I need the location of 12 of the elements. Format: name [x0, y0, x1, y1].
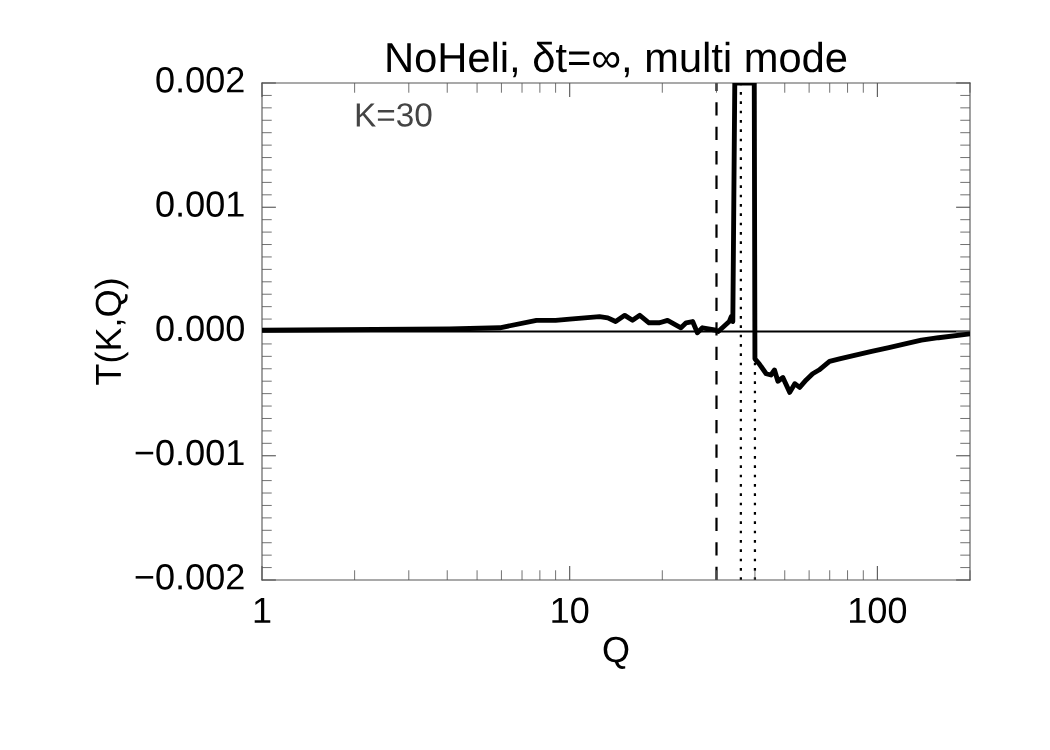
y-tick-label: 0.000 [156, 315, 244, 342]
y-tick-label: −0.001 [135, 439, 244, 466]
x-tick-label: 100 [850, 597, 907, 624]
annotation: K=30 [356, 103, 432, 127]
y-axis-title: T(K,Q) [94, 279, 129, 385]
y-tick-label: 0.001 [156, 191, 244, 217]
y-tick-label: 0.002 [156, 67, 244, 93]
x-axis-title: Q [603, 636, 629, 669]
x-tick-label: 10 [552, 597, 589, 624]
x-tick-label: 1 [254, 597, 271, 623]
chart-title: NoHeli, δt=∞, multi mode [387, 41, 847, 78]
y-tick-label: −0.002 [135, 564, 244, 590]
